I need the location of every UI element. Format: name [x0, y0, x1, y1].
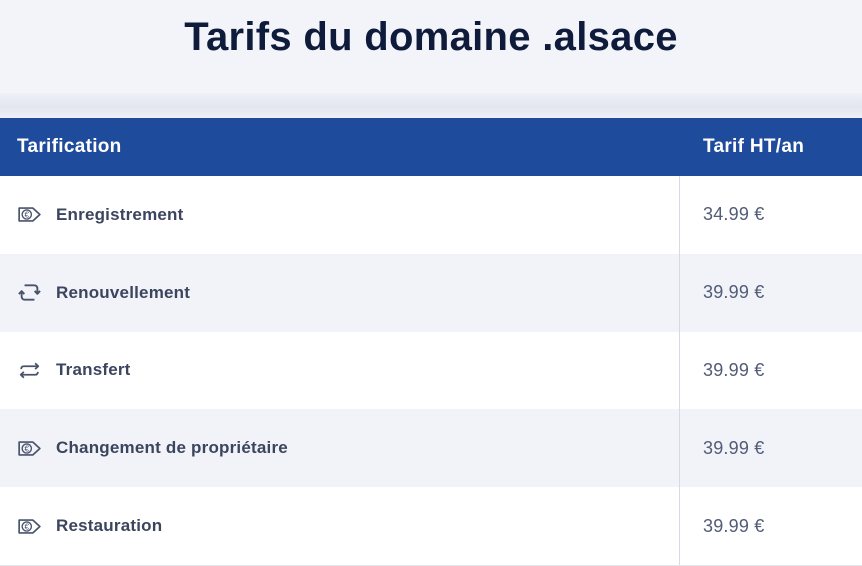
price-cell: 39.99 € [680, 409, 862, 487]
row-label: Enregistrement [56, 204, 184, 224]
pricing-table: Tarification Tarif HT/an € Enregistremen… [0, 118, 862, 566]
service-cell: Transfert [0, 331, 680, 410]
euro-price-tag-icon: € [16, 513, 43, 540]
row-label: Transfert [56, 360, 131, 380]
column-header-tarification: Tarification [17, 136, 122, 157]
column-header-tarif-ht-an: Tarif HT/an [703, 136, 805, 157]
row-label: Changement de propriétaire [56, 438, 288, 458]
table-row: Transfert 39.99 € [0, 331, 862, 410]
renewal-cycle-icon [16, 279, 43, 306]
price-cell: 39.99 € [680, 254, 862, 332]
row-price: 34.99 € [703, 204, 765, 225]
table-row: Renouvellement 39.99 € [0, 253, 862, 332]
transfer-arrows-icon [16, 357, 43, 384]
table-body: € Enregistrement 34.99 € Renouvellement … [0, 176, 862, 566]
euro-price-tag-icon: € [16, 201, 43, 228]
service-cell: Renouvellement [0, 253, 680, 332]
table-row: € Restauration 39.99 € [0, 487, 862, 565]
table-row: € Enregistrement 34.99 € [0, 176, 862, 254]
row-price: 39.99 € [703, 282, 765, 303]
table-header-row: Tarification Tarif HT/an [0, 118, 862, 176]
price-cell: 39.99 € [680, 487, 862, 565]
price-cell: 34.99 € [680, 176, 862, 254]
table-row: € Changement de propriétaire 39.99 € [0, 409, 862, 488]
euro-price-tag-icon: € [16, 435, 43, 462]
page-header: Tarifs du domaine .alsace [0, 0, 862, 93]
svg-text:€: € [24, 521, 29, 531]
row-label: Restauration [56, 516, 163, 536]
price-cell: 39.99 € [680, 332, 862, 410]
service-cell: € Changement de propriétaire [0, 409, 680, 488]
service-cell: € Enregistrement [0, 176, 680, 254]
row-price: 39.99 € [703, 515, 765, 536]
row-label: Renouvellement [56, 282, 191, 302]
svg-text:€: € [24, 210, 29, 220]
service-cell: € Restauration [0, 487, 680, 565]
row-price: 39.99 € [703, 437, 765, 458]
page-title: Tarifs du domaine .alsace [184, 15, 678, 59]
row-price: 39.99 € [703, 359, 765, 380]
svg-text:€: € [24, 443, 29, 453]
section-separator [0, 93, 862, 118]
